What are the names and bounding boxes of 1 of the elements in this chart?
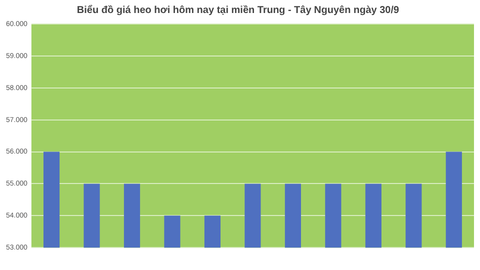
chart-title: Biểu đồ giá heo hơi hôm nay tại miền Trung - Tây Nguyên ngày 30/9 bbox=[76, 4, 400, 16]
